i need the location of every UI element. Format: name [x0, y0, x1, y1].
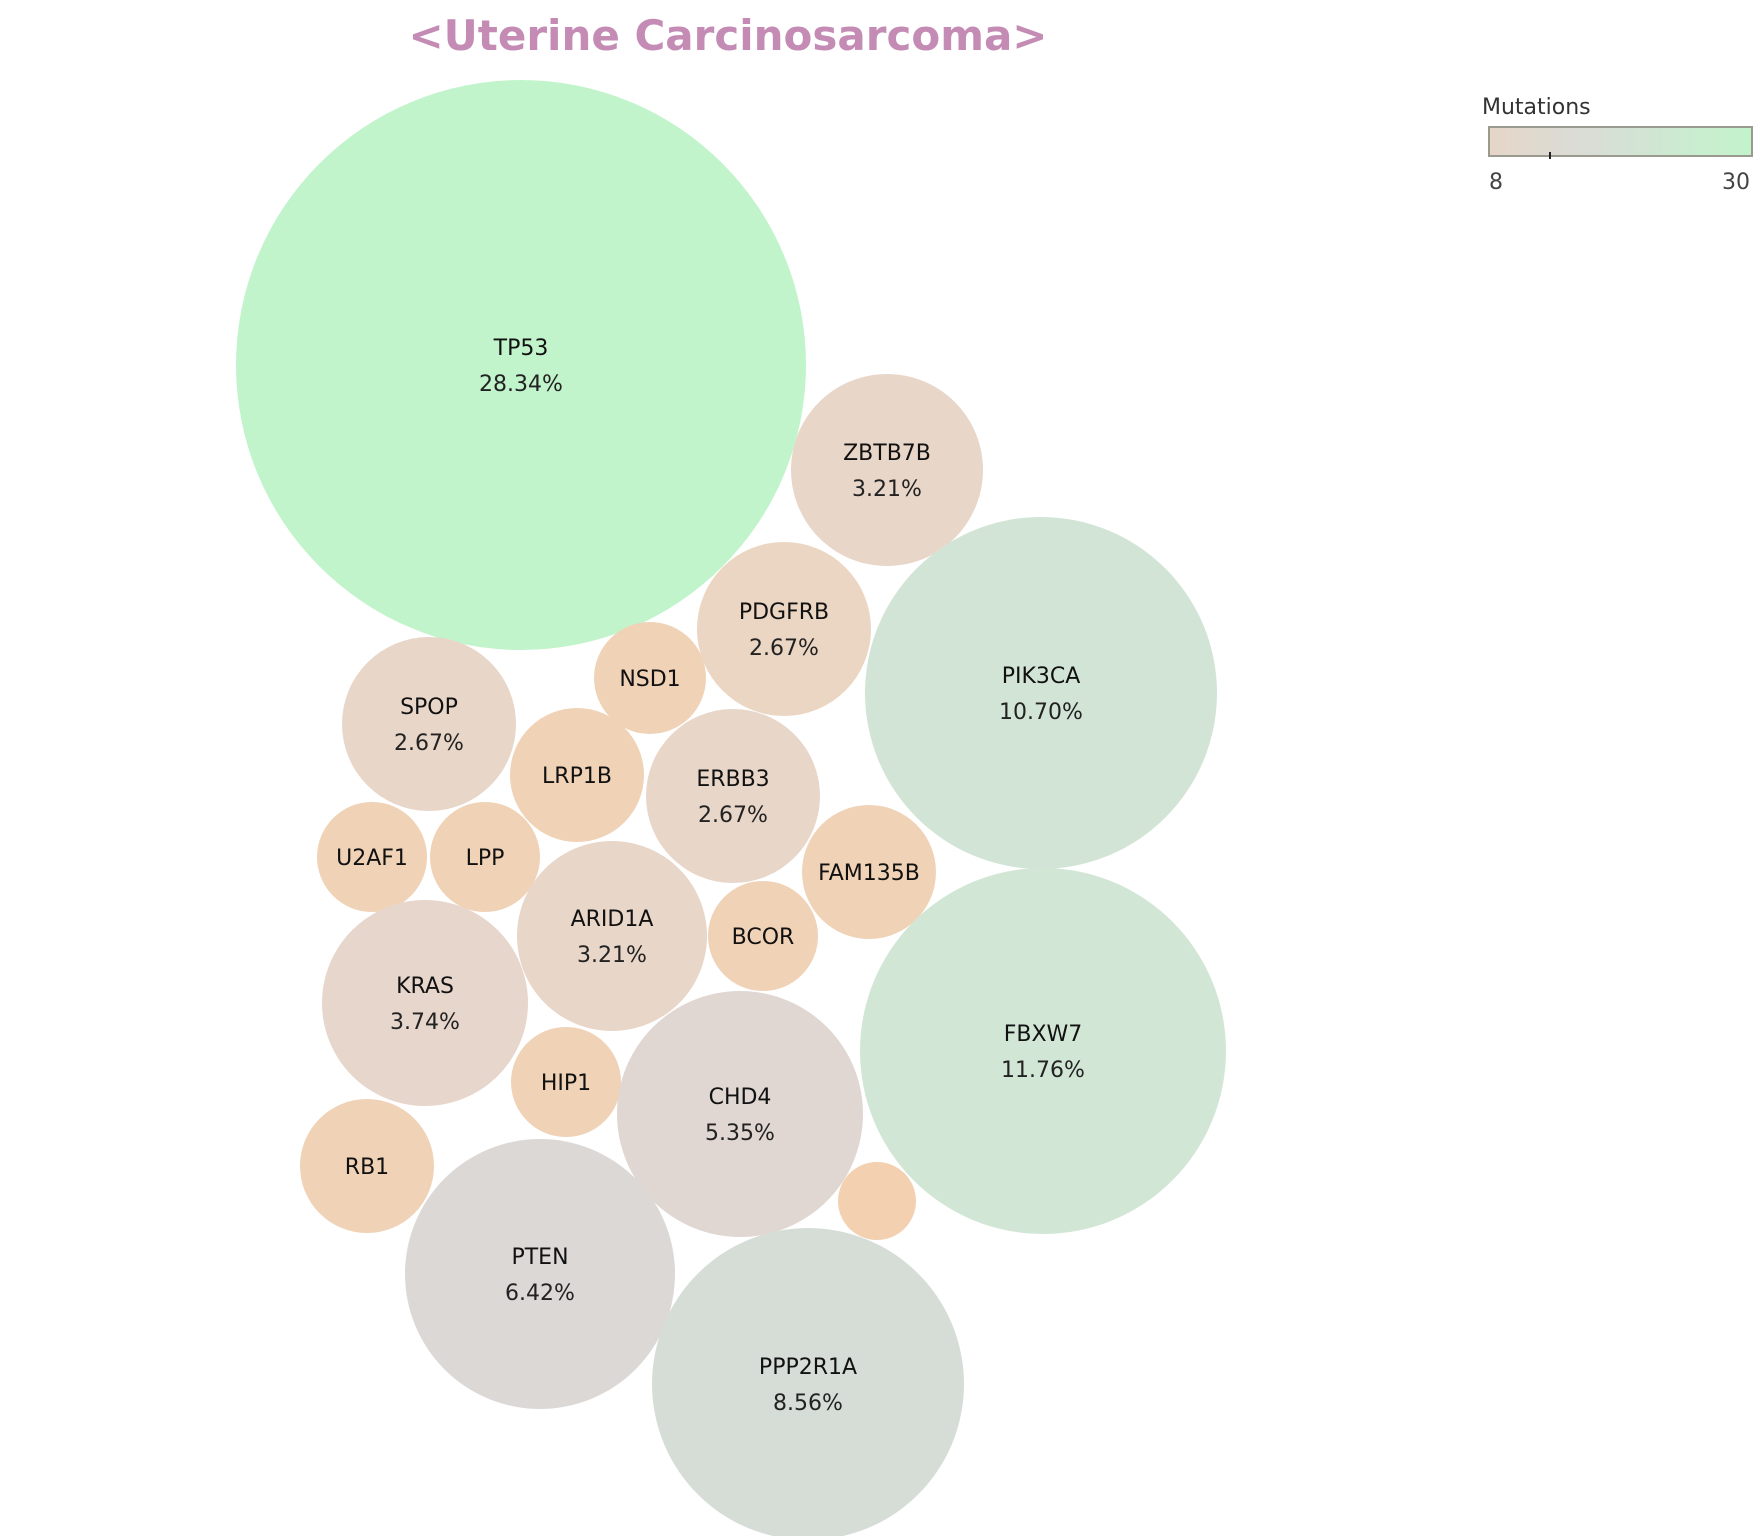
bubble-circle [865, 517, 1217, 869]
bubble-circle [300, 1099, 434, 1233]
bubble-circle [838, 1162, 916, 1240]
bubble-percent-label: 10.70% [999, 700, 1083, 725]
bubble: PIK3CA 10.70% [865, 517, 1217, 869]
bubble: LPP [430, 802, 540, 912]
bubble: U2AF1 [317, 802, 427, 912]
bubble-gene-label: NSD1 [619, 667, 680, 692]
bubble-gene-label: LRP1B [542, 764, 612, 789]
bubble: KRAS 3.74% [322, 900, 528, 1106]
bubble: SPOP 2.67% [342, 637, 516, 811]
chart-title: <Uterine Carcinosarcoma> [408, 11, 1047, 60]
bubble-percent-label: 8.56% [773, 1391, 843, 1416]
bubble-circle [860, 868, 1226, 1234]
bubble-percent-label: 6.42% [505, 1281, 575, 1306]
bubble: ZBTB7B 3.21% [791, 374, 983, 566]
bubble-gene-label: BCOR [732, 925, 795, 950]
bubble-percent-label: 2.67% [394, 731, 464, 756]
bubble: HIP1 [511, 1027, 621, 1137]
bubble-gene-label: PTEN [511, 1245, 568, 1270]
bubble-gene-label: PDGFRB [739, 600, 829, 625]
bubble: FAM135B [802, 805, 936, 939]
bubble-circle [517, 841, 707, 1031]
bubble-circle [791, 374, 983, 566]
bubble-circle [236, 80, 806, 650]
bubble-circle [342, 637, 516, 811]
bubble-circle [594, 622, 706, 734]
bubble: TP53 28.34% [236, 80, 806, 650]
legend-max-label: 30 [1722, 170, 1750, 195]
bubbles-group: TP53 28.34% ZBTB7B 3.21% PDGFRB 2.67% NSD1 PIK3… [236, 80, 1226, 1536]
bubble: PTEN 6.42% [405, 1139, 675, 1409]
bubble: LRP1B [510, 708, 644, 842]
bubble: ARID1A 3.21% [517, 841, 707, 1031]
bubble: FBXW7 11.76% [860, 868, 1226, 1234]
bubble-circle [697, 542, 871, 716]
bubble-gene-label: FBXW7 [1004, 1022, 1083, 1047]
bubble-gene-label: HIP1 [541, 1071, 591, 1096]
legend-title: Mutations [1482, 95, 1591, 120]
bubble: NSD1 [594, 622, 706, 734]
bubble-circle [510, 708, 644, 842]
bubble-percent-label: 2.67% [698, 803, 768, 828]
bubble-circle [405, 1139, 675, 1409]
bubble-percent-label: 5.35% [705, 1121, 775, 1146]
bubble-circle [802, 805, 936, 939]
bubble-circle [652, 1228, 964, 1536]
bubble: PPP2R1A 8.56% [652, 1228, 964, 1536]
bubble-circle [317, 802, 427, 912]
bubble-circle [646, 709, 820, 883]
bubble-percent-label: 3.74% [390, 1010, 460, 1035]
bubble-circle [511, 1027, 621, 1137]
bubble-gene-label: CHD4 [709, 1085, 772, 1110]
bubble-gene-label: PIK3CA [1002, 664, 1081, 689]
bubble-percent-label: 3.21% [852, 477, 922, 502]
bubble-gene-label: PPP2R1A [759, 1355, 857, 1380]
bubble: ERBB3 2.67% [646, 709, 820, 883]
bubble-gene-label: ZBTB7B [843, 441, 931, 466]
bubble-gene-label: LPP [466, 846, 505, 871]
bubble-percent-label: 11.76% [1001, 1058, 1085, 1083]
color-legend: Mutations 8 30 [1482, 95, 1753, 195]
bubble-gene-label: FAM135B [818, 861, 920, 886]
bubble [838, 1162, 916, 1240]
bubble-gene-label: SPOP [400, 695, 458, 720]
bubble-percent-label: 28.34% [479, 372, 563, 397]
bubble-gene-label: TP53 [493, 336, 549, 361]
bubble-circle [708, 881, 818, 991]
bubble-circle [322, 900, 528, 1106]
bubble-gene-label: U2AF1 [336, 846, 408, 871]
bubble: RB1 [300, 1099, 434, 1233]
bubble-gene-label: RB1 [345, 1155, 389, 1180]
bubble-gene-label: ARID1A [571, 907, 654, 932]
bubble: CHD4 5.35% [617, 991, 863, 1237]
bubble-percent-label: 2.67% [749, 636, 819, 661]
bubble: PDGFRB 2.67% [697, 542, 871, 716]
bubble-percent-label: 3.21% [577, 943, 647, 968]
legend-min-label: 8 [1489, 170, 1503, 195]
bubble-circle [430, 802, 540, 912]
bubble-gene-label: KRAS [396, 974, 454, 999]
bubble-circle [617, 991, 863, 1237]
bubble-gene-label: ERBB3 [696, 767, 769, 792]
bubble: BCOR [708, 881, 818, 991]
legend-colorbar [1488, 126, 1753, 157]
